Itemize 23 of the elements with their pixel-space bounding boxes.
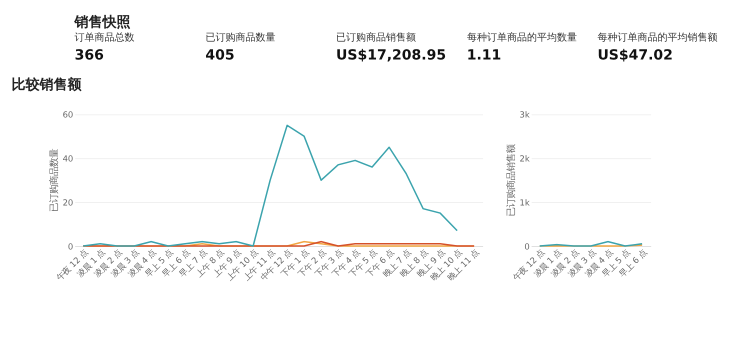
y-tick-label: 3k (520, 110, 530, 120)
chart-title: 比较销售额 (12, 76, 83, 94)
y-tick-label: 0 (68, 241, 74, 252)
text: 销售快照 (74, 14, 131, 31)
text: US$47.02 (597, 47, 673, 64)
text: 405 (205, 47, 235, 64)
text: 366 (74, 47, 104, 64)
y-axis-title: 已订购商品数量 (48, 149, 60, 212)
y-tick-label: 2k (520, 154, 530, 164)
y-axis-title: 已订购商品销售额 (506, 144, 517, 217)
text: US$17,208.95 (336, 47, 446, 64)
category-label: 每种订单商品的平均销售额 (597, 32, 718, 44)
y-tick-label: 1k (520, 197, 530, 208)
y-tick-label: 0 (524, 241, 530, 252)
category-label: 已订购商品销售额 (336, 32, 416, 44)
category-label: 订单商品总数 (74, 32, 135, 44)
text: 1.11 (466, 47, 502, 64)
category-label: 已订购商品数量 (205, 32, 276, 44)
y-tick-label: 20 (62, 197, 74, 208)
line-series (82, 124, 458, 247)
y-tick-label: 60 (62, 110, 74, 120)
y-tick-label: 40 (62, 154, 74, 164)
category-label: 每种订单商品的平均数量 (466, 32, 577, 44)
